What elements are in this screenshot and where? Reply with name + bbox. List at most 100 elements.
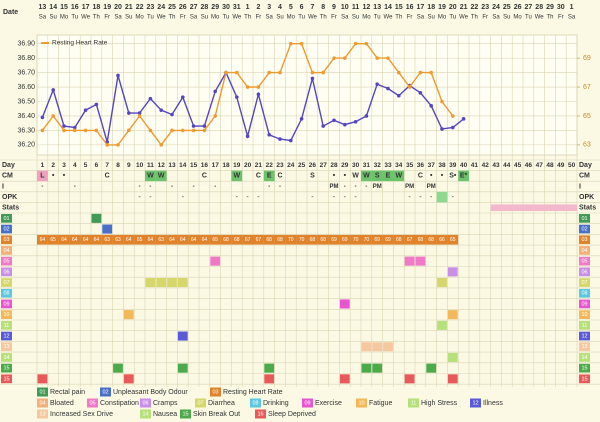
series-point	[224, 70, 228, 75]
day-number: 37	[428, 162, 436, 169]
series-point	[407, 85, 412, 89]
date-weekday: Mo	[135, 15, 144, 21]
legend-text: Skin Break Out	[193, 411, 240, 418]
date-day: 12	[363, 4, 371, 11]
cm-highlight	[231, 170, 243, 182]
series-point	[429, 104, 434, 108]
heart-rate-value: 63	[115, 237, 121, 243]
date-day: 13	[373, 4, 381, 11]
date-weekday: Sa	[492, 15, 500, 21]
date-weekday: Fr	[331, 15, 337, 21]
legend-text: Illness	[483, 400, 503, 407]
symptom-box	[113, 363, 123, 373]
code-label: 09	[3, 301, 9, 307]
code-label: 10	[3, 312, 9, 318]
code-label: 06	[581, 269, 587, 275]
date-day: 14	[49, 4, 57, 11]
i-value: -	[214, 184, 216, 190]
date-weekday: We	[308, 15, 318, 21]
series-point	[213, 114, 217, 118]
symptom-box	[123, 310, 134, 320]
series-point	[191, 128, 196, 133]
date-day: 17	[82, 4, 90, 11]
code-label: 08	[3, 291, 9, 297]
date-day: 1	[570, 4, 574, 11]
date-day: 16	[406, 4, 414, 11]
series-point	[353, 119, 358, 124]
date-day: 21	[125, 4, 133, 11]
heart-rate-cell	[371, 234, 383, 245]
code-box	[1, 224, 12, 234]
series-point	[386, 86, 390, 91]
i-value: PM	[373, 184, 382, 190]
cm-value: C	[105, 173, 110, 180]
series-point	[267, 132, 272, 137]
row-label-right: CM	[579, 173, 590, 180]
cm-value: W	[158, 173, 165, 180]
day-number: 3	[62, 162, 66, 169]
heart-rate-value: 64	[94, 237, 100, 243]
legend-code: 11	[411, 400, 417, 406]
heart-rate-value: 68	[223, 237, 229, 243]
day-number: 45	[514, 162, 522, 169]
day-number: 5	[84, 162, 88, 169]
cm-value: •	[63, 173, 66, 180]
legend-code: 15	[182, 411, 188, 417]
date-day: 27	[525, 4, 533, 11]
day-number: 13	[168, 162, 176, 169]
date-day: 14	[384, 4, 392, 11]
series-point	[289, 41, 293, 46]
date-day: 22	[136, 4, 144, 11]
code-box	[1, 374, 12, 384]
heart-rate-cell	[101, 234, 113, 245]
series-point	[353, 41, 358, 46]
symptom-box	[437, 278, 447, 288]
heart-rate-cell	[209, 234, 221, 245]
cm-highlight	[37, 170, 48, 182]
i-value: PM	[427, 184, 436, 190]
series-point	[159, 108, 163, 112]
heart-rate-cell	[436, 234, 448, 245]
heart-rate-value: 69	[342, 237, 348, 243]
cm-value: W	[395, 173, 402, 180]
code-box	[1, 331, 12, 341]
series-point	[451, 125, 455, 130]
legend-code: 08	[252, 400, 258, 406]
heart-rate-value: 69	[331, 237, 337, 243]
cm-value: •	[344, 173, 347, 180]
day-number: 32	[374, 162, 382, 169]
date-day: 9	[332, 4, 336, 11]
legend-box	[470, 398, 481, 408]
legend-box	[255, 409, 266, 419]
day-number: 26	[309, 162, 317, 169]
code-label: 04	[3, 248, 9, 254]
heart-rate-value: 70	[353, 237, 359, 243]
cm-highlight	[458, 170, 469, 182]
series-point	[440, 99, 444, 104]
series-point	[332, 56, 336, 60]
legend-code: 05	[89, 400, 95, 406]
day-number: 19	[233, 162, 241, 169]
cm-value: W	[147, 173, 154, 180]
series-point	[105, 143, 109, 147]
symptom-box	[339, 299, 350, 309]
code-label: 14	[3, 355, 9, 361]
date-weekday: We	[232, 15, 242, 21]
day-number: 11	[147, 162, 154, 169]
code-box	[579, 331, 590, 341]
heart-rate-value: 63	[158, 237, 164, 243]
stats-bar	[501, 204, 513, 211]
series-point	[321, 70, 326, 75]
series-point	[375, 56, 380, 60]
date-weekday: Mo	[287, 15, 296, 21]
code-box	[579, 353, 590, 362]
series-point	[127, 111, 131, 115]
heart-rate-value: 69	[385, 237, 391, 243]
heart-rate-cell	[123, 234, 135, 245]
legend-code: 06	[142, 400, 148, 406]
series-point	[213, 89, 217, 94]
date-day: 24	[492, 4, 500, 11]
heart-rate-cell	[274, 234, 286, 245]
cm-value: C	[418, 173, 423, 180]
date-day: 20	[114, 4, 122, 11]
